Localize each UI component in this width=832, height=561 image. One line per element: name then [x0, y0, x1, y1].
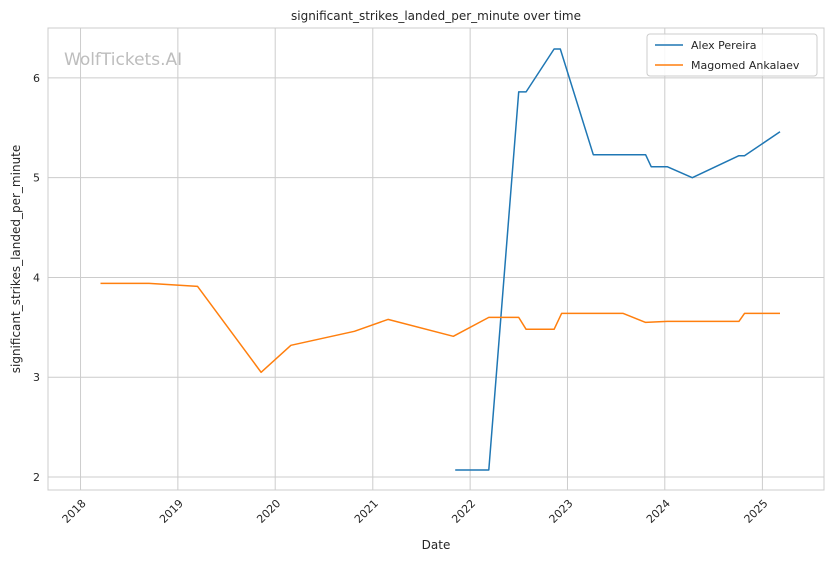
watermark: WolfTickets.AI: [64, 50, 182, 70]
x-tick-label: 2022: [449, 497, 478, 526]
x-tick-label: 2023: [547, 497, 576, 526]
x-tick-label: 2019: [157, 497, 186, 526]
x-axis-label: Date: [422, 538, 451, 552]
x-tick-label: 2024: [644, 497, 673, 526]
plot-frame: [47, 27, 825, 491]
grid: [48, 28, 824, 490]
series-line-alex-pereira: [455, 48, 781, 471]
y-tick-label: 6: [33, 72, 40, 85]
y-tick-label: 2: [33, 471, 40, 484]
legend: Alex Pereira Magomed Ankalaev: [646, 33, 818, 77]
legend-label-alex-pereira: Alex Pereira: [691, 39, 757, 52]
x-tick-label: 2018: [60, 497, 89, 526]
tick-labels: 2018 2019 2020 2021 2022 2023 2024 2025 2 3 4 5 6: [33, 72, 771, 526]
y-tick-label: 3: [33, 371, 40, 384]
x-tick-label: 2021: [352, 497, 381, 526]
legend-label-magomed-ankalaev: Magomed Ankalaev: [691, 59, 800, 72]
series-line-magomed-ankalaev: [100, 282, 780, 374]
legend-box: [646, 33, 818, 77]
y-tick-label: 4: [33, 271, 40, 284]
series-lines: [100, 48, 781, 471]
y-axis-label: significant_strikes_landed_per_minute: [9, 145, 23, 374]
y-tick-label: 5: [33, 172, 40, 185]
x-tick-label: 2020: [254, 497, 283, 526]
chart-title: significant_strikes_landed_per_minute ov…: [291, 9, 581, 23]
x-tick-label: 2025: [742, 497, 771, 526]
